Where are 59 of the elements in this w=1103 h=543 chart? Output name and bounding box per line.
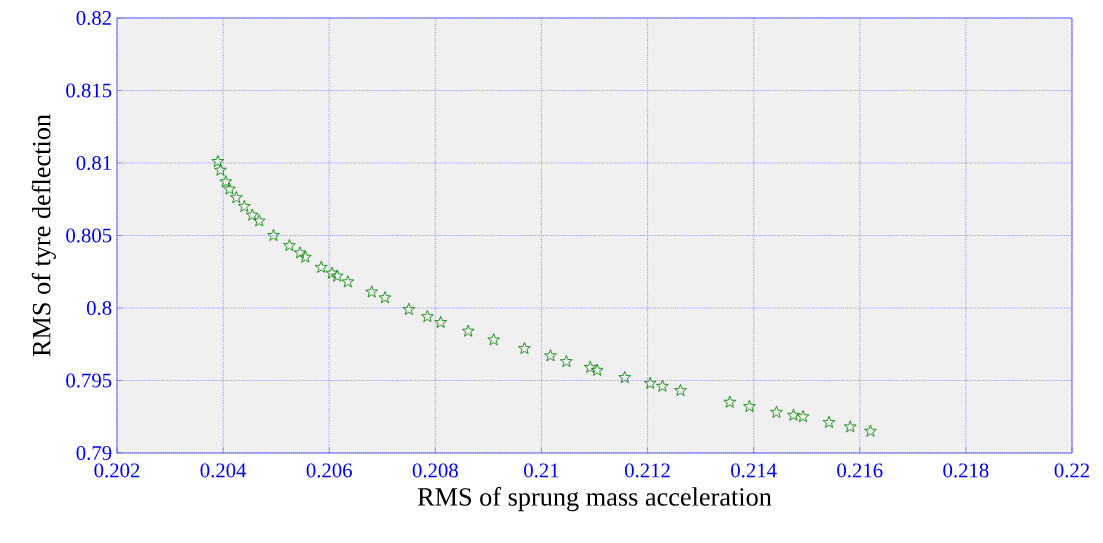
point bbox=[618, 370, 632, 384]
point bbox=[518, 341, 531, 355]
x-axis-title: RMS of sprung mass acceleration bbox=[417, 487, 772, 512]
point bbox=[656, 379, 669, 392]
x-tick-label: 0.216 bbox=[837, 463, 883, 478]
y-tick-label: 0.8 bbox=[86, 300, 112, 316]
point bbox=[293, 246, 307, 259]
x-tick-label: 0.214 bbox=[731, 463, 777, 478]
point bbox=[325, 266, 339, 279]
point bbox=[219, 175, 233, 188]
y-tick-label: 0.805 bbox=[66, 228, 112, 243]
point bbox=[770, 405, 783, 418]
point bbox=[461, 324, 475, 337]
point bbox=[402, 302, 416, 315]
y-tick-label: 0.81 bbox=[76, 155, 111, 171]
point bbox=[643, 376, 657, 389]
x-tick-label: 0.208 bbox=[412, 463, 458, 478]
point bbox=[544, 349, 557, 362]
y-tick-label: 0.815 bbox=[66, 83, 112, 98]
point bbox=[223, 182, 236, 195]
y-tick-label: 0.79 bbox=[76, 445, 112, 461]
x-tick-label: 0.202 bbox=[94, 463, 140, 478]
point bbox=[214, 163, 227, 176]
point bbox=[583, 360, 597, 373]
point bbox=[787, 408, 800, 421]
x-tick-label: 0.22 bbox=[1054, 463, 1090, 478]
point bbox=[237, 199, 251, 212]
y-tick-label: 0.795 bbox=[66, 373, 112, 388]
x-tick-label: 0.212 bbox=[624, 463, 670, 478]
y-tick-label: 0.82 bbox=[76, 10, 111, 26]
x-tick-label: 0.206 bbox=[306, 463, 352, 478]
point bbox=[434, 315, 447, 328]
point bbox=[743, 399, 756, 413]
x-tick-label: 0.21 bbox=[524, 463, 559, 478]
point bbox=[365, 285, 379, 298]
point bbox=[723, 395, 737, 408]
point bbox=[230, 191, 243, 204]
point bbox=[843, 420, 857, 433]
point bbox=[330, 269, 344, 282]
point bbox=[487, 333, 501, 346]
point bbox=[590, 363, 604, 376]
point bbox=[267, 228, 280, 241]
point bbox=[314, 260, 328, 273]
x-tick-label: 0.218 bbox=[943, 463, 989, 478]
point bbox=[245, 208, 259, 221]
point bbox=[283, 239, 296, 252]
point bbox=[211, 154, 225, 168]
point bbox=[796, 410, 810, 423]
x-tick-label: 0.204 bbox=[200, 463, 247, 478]
point bbox=[252, 214, 266, 227]
point bbox=[299, 250, 312, 263]
point bbox=[421, 310, 434, 323]
point bbox=[822, 415, 836, 429]
point bbox=[674, 384, 687, 397]
point bbox=[864, 424, 877, 437]
point bbox=[560, 355, 573, 368]
point bbox=[378, 291, 392, 304]
y-axis-title: RMS of tyre deflection bbox=[31, 114, 56, 357]
point bbox=[341, 275, 355, 288]
